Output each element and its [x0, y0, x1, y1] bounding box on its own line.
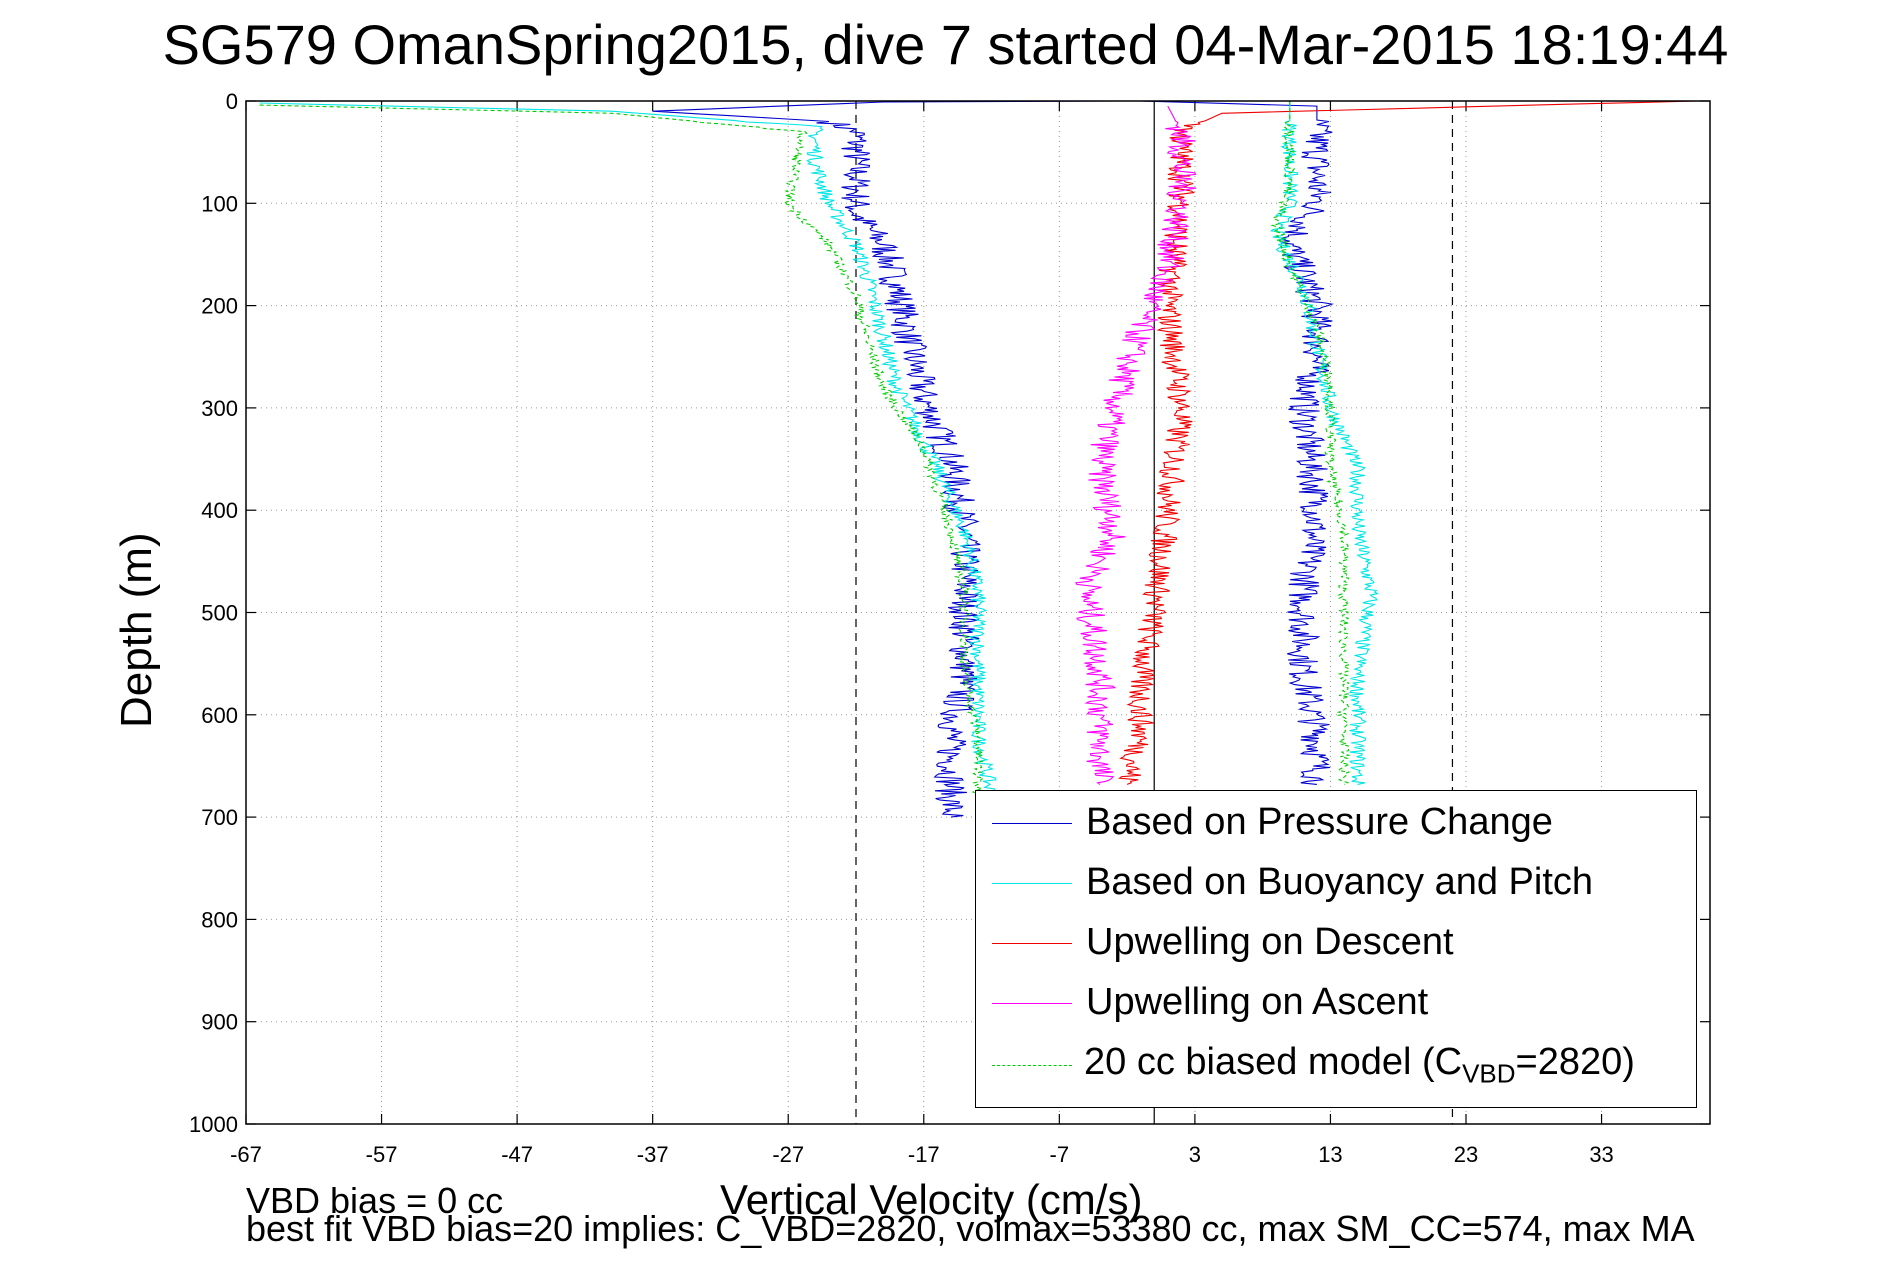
- x-tick-label: 13: [1318, 1142, 1342, 1167]
- legend-item-descent: Upwelling on Descent: [976, 917, 1696, 969]
- x-tick-label: -27: [772, 1142, 804, 1167]
- y-tick-label: 200: [201, 294, 238, 319]
- x-axis-label: Vertical Velocity (cm/s): [720, 1176, 1143, 1223]
- legend-swatch-ascent: [992, 1003, 1072, 1004]
- vbd-bias-note: VBD bias = 0 cc: [246, 1180, 504, 1221]
- y-tick-label: 700: [201, 805, 238, 830]
- legend-swatch-descent: [992, 943, 1072, 944]
- x-tick-label: -67: [230, 1142, 262, 1167]
- series-line-4: [259, 104, 986, 797]
- y-tick-label: 800: [201, 907, 238, 932]
- series-line-1-ascent: [1269, 101, 1380, 785]
- plot-frame: [245, 100, 1711, 1125]
- x-tick-label: 3: [1189, 1142, 1201, 1167]
- x-tick-labels: -67 -57 -47 -37 -27 -17 -7 3 13 23 33: [230, 1142, 1614, 1167]
- legend-label-model: 20 cc biased model (CVBD=2820): [1084, 1041, 1635, 1090]
- legend-item-buoyancy: Based on Buoyancy and Pitch: [976, 857, 1696, 909]
- legend-item-model: 20 cc biased model (CVBD=2820): [976, 1037, 1696, 1089]
- legend: Based on Pressure Change Based on Buoyan…: [975, 790, 1697, 1108]
- legend-swatch-buoyancy: [992, 883, 1072, 884]
- x-tick-label: -57: [366, 1142, 398, 1167]
- x-tick-label: 33: [1589, 1142, 1613, 1167]
- series-line-1: [259, 102, 997, 797]
- series-line-4-ascent: [1270, 101, 1352, 785]
- y-tick-label: 600: [201, 703, 238, 728]
- best-fit-note: best fit VBD bias=20 implies: C_VBD=2820…: [246, 1208, 1695, 1249]
- series-line-3: [1075, 105, 1197, 785]
- y-tick-label: 300: [201, 396, 238, 421]
- x-tick-label: -17: [908, 1142, 940, 1167]
- y-tick-label: 0: [226, 89, 238, 114]
- legend-model-suffix: =2820): [1515, 1041, 1635, 1083]
- x-tick-label: -47: [501, 1142, 533, 1167]
- legend-swatch-model: [992, 1065, 1072, 1066]
- series-line-2: [1118, 100, 1697, 785]
- y-tick-labels: 0 100 200 300 400 500 600 700 800 900 1000: [189, 89, 238, 1137]
- legend-swatch-pressure: [992, 823, 1072, 824]
- y-tick-label: 900: [201, 1010, 238, 1035]
- legend-model-prefix: 20 cc biased model (C: [1084, 1041, 1463, 1083]
- series-group: [259, 100, 1697, 818]
- series-line-0-ascent: [1140, 100, 1334, 785]
- x-tick-label: -37: [637, 1142, 669, 1167]
- y-axis-label: Depth (m): [112, 532, 161, 728]
- x-tick-label: 23: [1454, 1142, 1478, 1167]
- y-tick-label: 500: [201, 601, 238, 626]
- y-tick-label: 1000: [189, 1112, 238, 1137]
- x-tick-label: -7: [1050, 1142, 1070, 1167]
- chart-title: SG579 OmanSpring2015, dive 7 started 04-…: [162, 13, 1729, 76]
- legend-label-descent: Upwelling on Descent: [1086, 921, 1454, 963]
- legend-label-ascent: Upwelling on Ascent: [1086, 981, 1429, 1023]
- legend-item-ascent: Upwelling on Ascent: [976, 977, 1696, 1029]
- legend-label-pressure: Based on Pressure Change: [1086, 801, 1553, 843]
- legend-item-pressure: Based on Pressure Change: [976, 797, 1696, 849]
- y-tick-label: 100: [201, 191, 238, 216]
- y-tick-label: 400: [201, 498, 238, 523]
- legend-model-sub: VBD: [1462, 1058, 1516, 1089]
- series-line-0: [652, 100, 1114, 818]
- legend-label-buoyancy: Based on Buoyancy and Pitch: [1086, 861, 1594, 903]
